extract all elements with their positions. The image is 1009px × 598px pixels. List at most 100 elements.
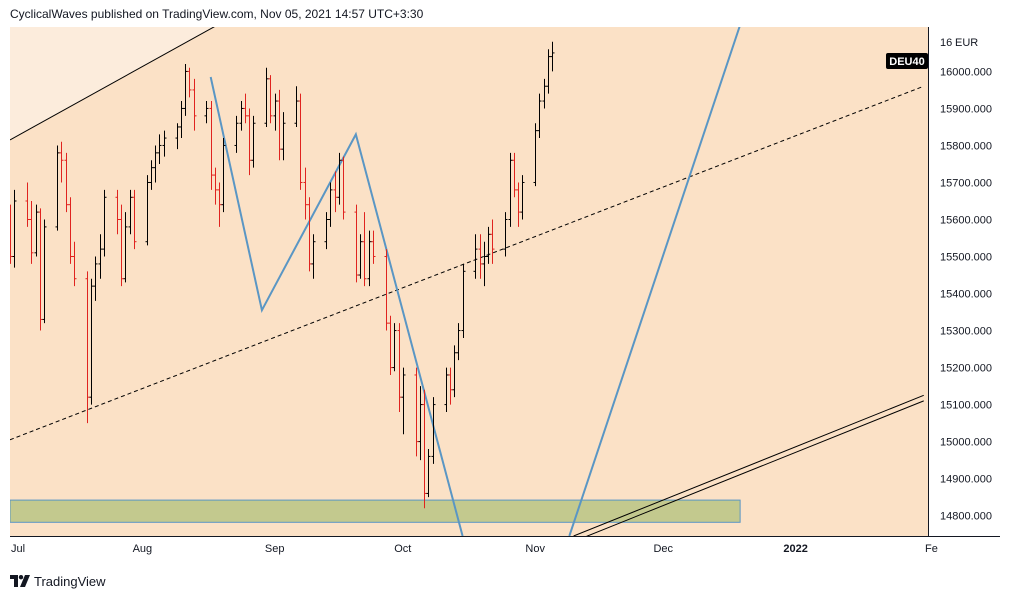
ohlc-bar bbox=[482, 241, 487, 287]
ohlc-bar bbox=[98, 234, 103, 279]
price-tick-label: 15600.000 bbox=[940, 214, 992, 226]
ohlc-bar bbox=[461, 263, 466, 338]
time-tick-label: Dec bbox=[653, 543, 673, 555]
ohlc-bar bbox=[444, 367, 449, 412]
ohlc-bar bbox=[354, 204, 359, 283]
ohlc-bar bbox=[333, 171, 338, 213]
ohlc-bar bbox=[247, 108, 252, 176]
ohlc-bar bbox=[490, 219, 495, 264]
ohlc-bar bbox=[328, 182, 333, 227]
price-tick-label: 15200.000 bbox=[940, 363, 992, 375]
price-axis[interactable]: 14800.000 14900.000 15000.000 15100.000 1520… bbox=[940, 37, 992, 523]
author-name[interactable]: CyclicalWaves bbox=[10, 7, 88, 21]
price-tick-label: 15400.000 bbox=[940, 289, 992, 301]
symbol-badge-label: DEU40 bbox=[889, 56, 924, 68]
published-on-text: published on bbox=[90, 7, 159, 21]
price-tick-label: 15300.000 bbox=[940, 326, 992, 338]
time-tick-label: Nov bbox=[525, 543, 545, 555]
upper-channel-line[interactable] bbox=[10, 12, 241, 141]
time-tick-label: Jul bbox=[11, 543, 25, 555]
tradingview-brand-text: TradingView bbox=[34, 573, 106, 589]
ohlc-bar bbox=[10, 204, 13, 264]
ohlc-bar bbox=[157, 134, 162, 164]
ohlc-bar bbox=[42, 219, 47, 324]
price-tick-label: 15900.000 bbox=[940, 103, 992, 115]
ohlc-bar bbox=[204, 101, 209, 124]
footer-brand: TradingView bbox=[10, 572, 106, 590]
ohlc-bar bbox=[209, 101, 214, 190]
time-tick-label: Aug bbox=[133, 543, 153, 555]
lower-channel-line-2[interactable] bbox=[574, 400, 924, 542]
ohlc-bar bbox=[452, 345, 457, 398]
ohlc-bar bbox=[179, 101, 184, 139]
ohlc-bar bbox=[12, 189, 17, 268]
ohlc-bar bbox=[251, 115, 256, 168]
ohlc-bar bbox=[311, 234, 316, 279]
ohlc-bar bbox=[145, 175, 150, 246]
support-zone[interactable] bbox=[10, 499, 741, 523]
trendlines bbox=[10, 12, 924, 542]
ohlc-bar bbox=[175, 123, 180, 150]
wave-path[interactable] bbox=[209, 76, 464, 536]
ohlc-bar bbox=[371, 230, 376, 264]
lower-channel-line-1[interactable] bbox=[573, 394, 924, 536]
ohlc-bar bbox=[25, 182, 30, 227]
ohlc-bar bbox=[93, 256, 98, 301]
ohlc-bar bbox=[367, 230, 372, 287]
time-tick-label: Fe bbox=[925, 543, 938, 555]
wave-lines bbox=[209, 12, 744, 536]
ohlc-bar bbox=[187, 67, 192, 98]
time-tick-label: 2022 bbox=[783, 543, 807, 555]
ohlc-bar bbox=[422, 389, 427, 509]
ohlc-bar bbox=[414, 367, 419, 457]
ohlc-bar bbox=[550, 41, 555, 72]
ohlc-bar bbox=[264, 67, 269, 127]
time-axis[interactable]: Jul Aug Sep Oct Nov Dec 2022 Fe bbox=[11, 543, 938, 555]
ohlc-bar bbox=[473, 234, 478, 279]
ohlc-bar bbox=[72, 241, 77, 287]
ohlc-bar bbox=[119, 204, 124, 287]
ohlc-bar bbox=[102, 189, 107, 257]
ohlc-bar bbox=[341, 156, 346, 220]
ohlc-bar bbox=[337, 152, 342, 205]
projection-line[interactable] bbox=[568, 12, 744, 536]
ohlc-bar bbox=[307, 197, 312, 272]
ohlc-bar bbox=[234, 115, 239, 153]
ohlc-bar bbox=[401, 367, 406, 435]
mid-channel-line[interactable] bbox=[10, 85, 924, 441]
ohlc-bar bbox=[392, 323, 397, 372]
ohlc-bar bbox=[217, 182, 222, 227]
ohlc-bar bbox=[388, 315, 393, 375]
ohlc-bar bbox=[115, 189, 120, 235]
price-tick-label: 15700.000 bbox=[940, 177, 992, 189]
ohlc-bar bbox=[38, 208, 43, 331]
ohlc-bar bbox=[546, 49, 551, 94]
ohlc-bar bbox=[324, 212, 329, 250]
ohlc-bar bbox=[384, 249, 389, 331]
ohlc-bar bbox=[418, 386, 423, 461]
ohlc-bar bbox=[294, 86, 299, 127]
symbol-badge-bg bbox=[886, 53, 928, 69]
ohlc-bar bbox=[243, 93, 248, 124]
ohlc-bar bbox=[221, 138, 226, 213]
ohlc-bar bbox=[128, 189, 133, 235]
ohlc-bar bbox=[153, 145, 158, 183]
price-tick-label: 15100.000 bbox=[940, 400, 992, 412]
ohlc-bar bbox=[192, 78, 197, 131]
site-name: TradingView.com, bbox=[162, 7, 257, 21]
ohlc-bar bbox=[64, 152, 69, 213]
plot-area[interactable] bbox=[10, 27, 928, 536]
ohlc-bar bbox=[542, 78, 547, 109]
ohlc-bar bbox=[89, 278, 94, 405]
ohlc-bar bbox=[123, 212, 128, 283]
price-tick-label: 14800.000 bbox=[940, 511, 992, 523]
ohlc-bar bbox=[273, 93, 278, 131]
upper-band-fill bbox=[10, 27, 241, 140]
ohlc-bar bbox=[537, 93, 542, 139]
ohlc-bar bbox=[281, 112, 286, 161]
ohlc-bar bbox=[456, 323, 461, 361]
publish-header: CyclicalWaves published on TradingView.c… bbox=[10, 7, 423, 21]
price-tick-label: 15500.000 bbox=[940, 252, 992, 264]
price-tick-label: 16 bbox=[940, 37, 952, 49]
